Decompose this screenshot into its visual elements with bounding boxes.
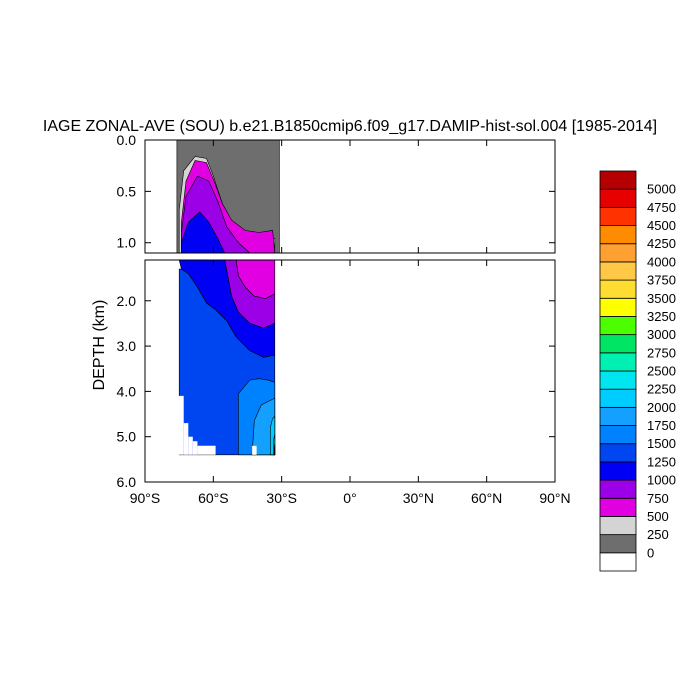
colorbar-swatch bbox=[599, 534, 637, 554]
colorbar-label: 4250 bbox=[647, 236, 676, 251]
missing-data-mask-lower bbox=[197, 445, 216, 455]
colorbar-label: 250 bbox=[647, 527, 669, 542]
x-tick-label: 30°N bbox=[403, 490, 434, 506]
colorbar: 0 250 500 750 1000 1250 1500 1750 2000 2250 2500 27… bbox=[599, 170, 676, 572]
colorbar-swatch bbox=[599, 425, 637, 445]
upper-panel: 0.0 0.5 1.0 bbox=[117, 132, 556, 695]
contour-band-2750-upper bbox=[274, 669, 275, 695]
colorbar-label: 2750 bbox=[647, 345, 676, 360]
colorbar-label: 2250 bbox=[647, 382, 676, 397]
colorbar-label: 2000 bbox=[647, 400, 676, 415]
colorbar-swatch bbox=[599, 461, 637, 481]
lower-y-tick-label: 3.0 bbox=[117, 338, 137, 354]
missing-data-mask-lower bbox=[252, 445, 257, 455]
colorbar-swatch bbox=[599, 170, 637, 190]
colorbar-swatch bbox=[599, 443, 637, 463]
colorbar-swatch bbox=[599, 388, 637, 408]
missing-data-mask-upper bbox=[193, 664, 198, 695]
lower-panel: 90°S 60°S 30°S 0° 30°N 60°N 90°N 2.0 3.0 4.0 5.0 6.… bbox=[117, 259, 571, 506]
y-axis-label: DEPTH (km) bbox=[91, 300, 108, 391]
contour-band-1750-upper bbox=[238, 522, 274, 695]
x-tick-label: 90°N bbox=[539, 490, 570, 506]
colorbar-swatch bbox=[599, 243, 637, 263]
colorbar-swatch bbox=[599, 352, 637, 372]
x-tick-label: 90°S bbox=[130, 490, 161, 506]
colorbar-swatch bbox=[599, 188, 637, 208]
colorbar-label: 4750 bbox=[647, 200, 676, 215]
colorbar-label: 2500 bbox=[647, 364, 676, 379]
colorbar-label: 3750 bbox=[647, 273, 676, 288]
missing-data-mask-upper bbox=[188, 654, 193, 695]
colorbar-swatch bbox=[599, 552, 637, 572]
missing-data-mask-upper bbox=[252, 674, 257, 695]
contour-band-2500-upper bbox=[274, 649, 275, 695]
upper-y-tick-label: 0.5 bbox=[117, 183, 137, 199]
x-tick-label: 60°N bbox=[471, 490, 502, 506]
colorbar-swatch bbox=[599, 334, 637, 354]
x-tick-label: 60°S bbox=[198, 490, 229, 506]
colorbar-swatch bbox=[599, 497, 637, 517]
colorbar-swatch bbox=[599, 279, 637, 299]
colorbar-swatch bbox=[599, 370, 637, 390]
missing-data-mask-upper bbox=[184, 623, 189, 695]
colorbar-label: 3500 bbox=[647, 291, 676, 306]
chart-title: IAGE ZONAL-AVE (SOU) b.e21.B1850cmip6.f0… bbox=[43, 118, 657, 135]
colorbar-label: 1750 bbox=[647, 418, 676, 433]
colorbar-swatch bbox=[599, 479, 637, 499]
colorbar-label: 3000 bbox=[647, 327, 676, 342]
missing-data-mask-upper bbox=[197, 674, 215, 695]
x-tick-label: 30°S bbox=[266, 490, 297, 506]
colorbar-label: 1500 bbox=[647, 436, 676, 451]
colorbar-swatch bbox=[599, 261, 637, 281]
lower-y-tick-label: 5.0 bbox=[117, 429, 137, 445]
colorbar-label: 4500 bbox=[647, 218, 676, 233]
colorbar-swatch bbox=[599, 225, 637, 245]
colorbar-label: 1000 bbox=[647, 473, 676, 488]
upper-y-tick-label: 0.0 bbox=[117, 132, 137, 148]
colorbar-swatch bbox=[599, 406, 637, 426]
contour-band-2250-upper bbox=[270, 607, 275, 694]
missing-data-mask-lower bbox=[183, 423, 189, 455]
colorbar-label: 0 bbox=[647, 545, 654, 560]
lower-y-tick-label: 4.0 bbox=[117, 383, 137, 399]
colorbar-swatch bbox=[599, 516, 637, 536]
colorbar-label: 5000 bbox=[647, 182, 676, 197]
colorbar-swatch bbox=[599, 297, 637, 317]
upper-y-tick-label: 1.0 bbox=[117, 235, 137, 251]
colorbar-label: 1250 bbox=[647, 454, 676, 469]
missing-data-mask-lower bbox=[176, 395, 184, 455]
contour-band-1250-upper bbox=[181, 211, 226, 253]
lower-y-tick-label: 6.0 bbox=[117, 474, 137, 490]
colorbar-label: 4000 bbox=[647, 254, 676, 269]
colorbar-label: 500 bbox=[647, 509, 669, 524]
missing-data-mask-lower bbox=[192, 441, 198, 455]
lower-y-tick-label: 2.0 bbox=[117, 293, 137, 309]
missing-data-mask-upper bbox=[177, 561, 184, 695]
colorbar-label: 3250 bbox=[647, 309, 676, 324]
x-tick-label: 0° bbox=[343, 490, 356, 506]
contour-band-2000-upper bbox=[252, 566, 275, 694]
colorbar-swatch bbox=[599, 206, 637, 226]
colorbar-swatch bbox=[599, 316, 637, 336]
missing-data-mask-lower bbox=[188, 436, 193, 455]
colorbar-label: 750 bbox=[647, 491, 669, 506]
